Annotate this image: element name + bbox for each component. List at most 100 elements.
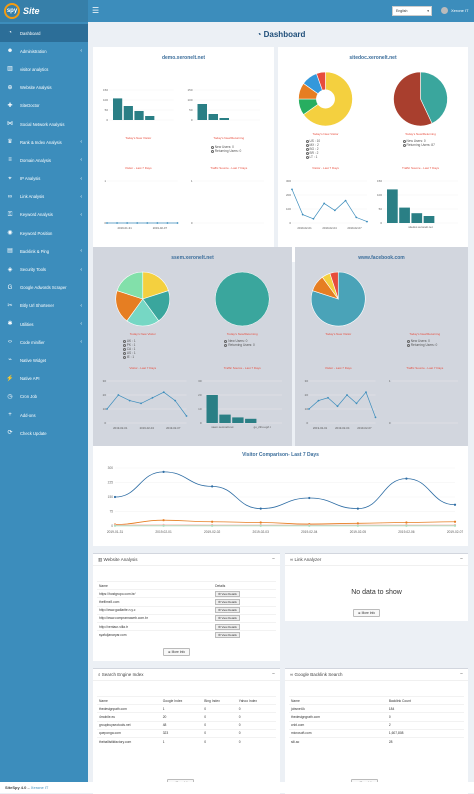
sidebar-item-security-tools[interactable]: ◈Security Tools‹	[0, 260, 88, 278]
sidebar-item-administration[interactable]: ☻Administration‹	[0, 42, 88, 60]
column-header: Bing Index	[202, 697, 236, 705]
vc-series-3-point-2	[211, 525, 213, 527]
sidebar-item-rank-index-analysis[interactable]: ♛Rank & Index Analysis‹	[0, 133, 88, 151]
sidebar-item-native-widget[interactable]: ⌁Native Widget	[0, 351, 88, 369]
visitor-line-xlabel-1: 2019-02-04	[322, 226, 337, 230]
sidebar-item-bitly-url-shortener[interactable]: ✂Bitly Url Shortener‹	[0, 297, 88, 315]
visitor-line-point-4	[152, 397, 154, 399]
sidebar-item-label: Link Analysis	[20, 194, 44, 199]
footer-company-link[interactable]: Xerone IT	[31, 785, 49, 790]
visitor-line-tick-1: 20	[103, 393, 107, 397]
view-details-button[interactable]: ⚙ View Details	[215, 607, 240, 613]
visitor-last7-label: Visitor - Last 7 Days	[295, 366, 382, 370]
table-cell: 1	[161, 737, 203, 745]
collapse-icon[interactable]: −	[272, 556, 275, 562]
visitor-line-point-4	[146, 222, 148, 224]
sidebar-item-backlink-ping[interactable]: ▤Backlink & Ping‹	[0, 242, 88, 260]
sidebar-item-social-network-analysis[interactable]: ⋈Social Network Analysis	[0, 115, 88, 133]
visitor-line-point-1	[302, 214, 304, 216]
sidebar-item-visitor-analytics[interactable]: ▥visitor analytics	[0, 60, 88, 78]
table-cell: sili.ac	[289, 737, 387, 745]
visitor-line-point-1	[318, 400, 320, 402]
sidebar-item-domain-analysis[interactable]: ≡Domain Analysis‹	[0, 151, 88, 169]
location-icon: ⌖	[6, 176, 14, 182]
sidebar-item-add-ons[interactable]: +Add-ons	[0, 406, 88, 424]
sidebar-item-label: Rank & Index Analysis	[20, 140, 62, 145]
view-details-button[interactable]: ⚙ View Details	[215, 591, 240, 597]
country-bar-tick-1: 100	[103, 98, 108, 102]
logo-text: Site	[23, 6, 40, 16]
visitor-line-point-2	[327, 397, 329, 399]
user-menu[interactable]: Xerone IT	[441, 7, 469, 14]
table-cell: 0	[387, 713, 464, 721]
visitor-line-tick-0: 1	[104, 179, 106, 183]
visitor-line-xlabel-2: 2019-02-07	[166, 426, 181, 430]
sidebar-item-label: Security Tools	[20, 267, 46, 272]
table-cell: 0	[237, 705, 276, 713]
sidebar-menu: ◔Dashboard☻Administration‹▥visitor analy…	[0, 24, 88, 442]
view-details-button[interactable]: ⚙ View Details	[215, 615, 240, 621]
vc-series-0-point-3	[260, 508, 262, 510]
sidebar-item-dashboard[interactable]: ◔Dashboard	[0, 24, 88, 42]
country-legend-item: LT : 1	[306, 155, 386, 159]
view-details-button[interactable]: ⚙ View Details	[215, 624, 240, 630]
country-bar-bar-1	[124, 106, 133, 120]
sidebar-item-link-analysis[interactable]: ∞Link Analysis‹	[0, 188, 88, 206]
view-details-button[interactable]: ⚙ View Details	[215, 632, 240, 638]
vc-series-0-point-6	[405, 478, 407, 480]
country-legend-item: IE : 1	[123, 355, 203, 359]
link-analyzer-more-button[interactable]: ⊕ More Info	[353, 609, 380, 617]
table-cell: theballistikfactory.com	[97, 737, 161, 745]
legend-dot-icon	[211, 150, 214, 153]
traffic-bar-bar-2	[232, 417, 243, 423]
vc-xlabel-7: 2019-02-07	[447, 530, 464, 534]
table-cell: 0	[237, 713, 276, 721]
visitor-line-tick-3: 0	[306, 421, 308, 425]
sidebar-item-check-update[interactable]: ⟳Check Update	[0, 424, 88, 442]
country-bar-bar-2	[134, 111, 143, 120]
traffic-bar-bar-3	[245, 419, 256, 423]
table-cell: ⚙ View Details	[213, 622, 276, 630]
traffic-bar-bar-1	[399, 208, 410, 223]
sidebar-item-ip-analysis[interactable]: ⌖IP Analysis‹	[0, 170, 88, 188]
collapse-icon[interactable]: −	[272, 671, 275, 677]
sidebar-item-label: Check Update	[20, 431, 47, 436]
vc-series-1-point-1	[162, 519, 164, 521]
table-cell: ⚙ View Details	[213, 590, 276, 598]
bar-chart-icon: ▥	[6, 66, 14, 72]
collapse-icon[interactable]: −	[460, 556, 463, 562]
chevron-left-icon: ‹	[80, 248, 82, 254]
visitor-last7-label: Visitor - Last 7 Days	[278, 166, 373, 170]
sidebar-item-utilities[interactable]: ✱Utilities‹	[0, 315, 88, 333]
trophy-icon: ♛	[6, 139, 14, 145]
sidebar-item-native-api[interactable]: ⚡Native API	[0, 370, 88, 388]
sidebar-item-keyword-analysis[interactable]: ⚿Keyword Analysis‹	[0, 206, 88, 224]
view-details-button[interactable]: ⚙ View Details	[215, 599, 240, 605]
website-analysis-more-button[interactable]: ⊕ More Info	[163, 648, 190, 656]
visitor-line-xlabel-2: 2019-02-07	[357, 426, 372, 430]
sidebar-item-code-minifier[interactable]: ‹›Code minifier‹	[0, 333, 88, 351]
table-cell: cnbl.com	[289, 721, 387, 729]
language-select[interactable]: English ▾	[392, 6, 432, 16]
sidebar-item-website-analysis[interactable]: ⊕Website Analysis	[0, 79, 88, 97]
traffic-source-label: Traffic Source - Last 7 Days	[193, 366, 293, 370]
visitor-line-point-7	[375, 417, 377, 419]
sidebar-item-keyword-position[interactable]: ◉Keyword Position	[0, 224, 88, 242]
menu-toggle-icon[interactable]: ☰	[92, 6, 99, 15]
legend-label: Returning Users: 0	[228, 343, 255, 347]
visitor-line-line	[107, 392, 187, 416]
sidebar-item-sitedoctor[interactable]: ✚SiteDoctor	[0, 97, 88, 115]
collapse-icon[interactable]: −	[460, 671, 463, 677]
logo[interactable]: spy Site	[0, 0, 88, 22]
sidebar-item-cron-job[interactable]: ◷Cron Job	[0, 388, 88, 406]
scissors-icon: ✂	[6, 303, 14, 309]
